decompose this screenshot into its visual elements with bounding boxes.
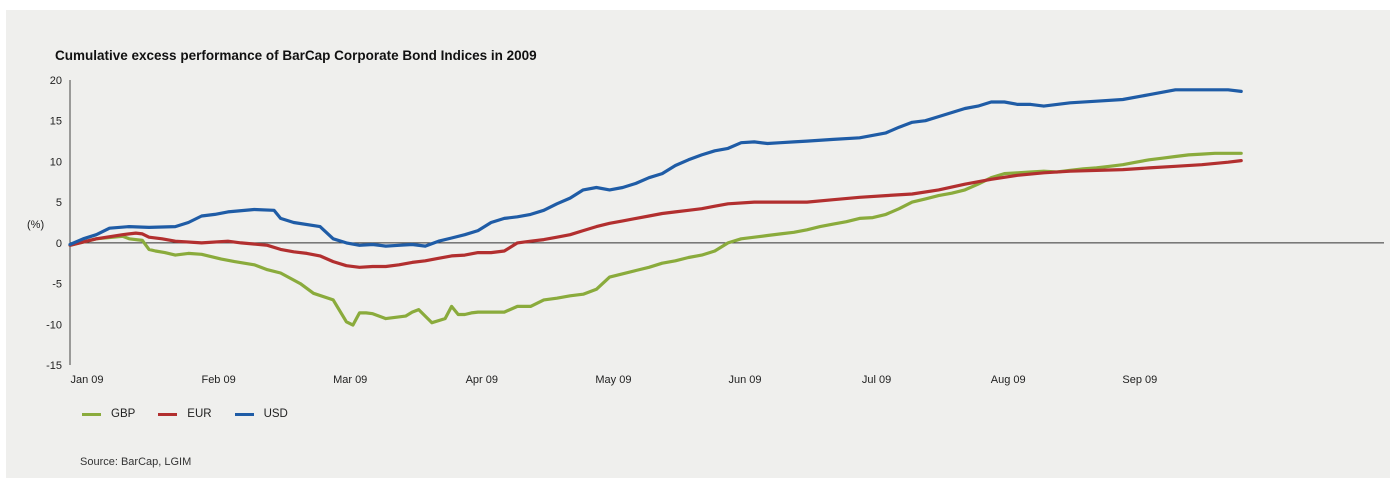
legend-item-gbp: GBP bbox=[82, 408, 135, 420]
legend-swatch-eur bbox=[158, 412, 178, 416]
y-tick-label: 0 bbox=[56, 238, 62, 250]
y-tick-label: 5 bbox=[56, 197, 62, 209]
legend: GBP EUR USD bbox=[82, 408, 311, 420]
x-tick-label: Mar 09 bbox=[333, 374, 367, 386]
x-tick-label: Feb 09 bbox=[201, 374, 235, 386]
y-axis-label: (%) bbox=[27, 219, 44, 231]
legend-item-eur: EUR bbox=[158, 408, 212, 420]
x-tick-label: Apr 09 bbox=[466, 374, 498, 386]
legend-label-gbp: GBP bbox=[111, 408, 136, 420]
legend-item-usd: USD bbox=[234, 408, 288, 420]
source-note: Source: BarCap, LGIM bbox=[80, 456, 192, 468]
y-tick-label: -15 bbox=[46, 360, 62, 372]
legend-swatch-gbp bbox=[82, 412, 101, 416]
x-tick-label: Sep 09 bbox=[1122, 374, 1157, 386]
legend-label-eur: EUR bbox=[187, 408, 212, 420]
x-tick-label: Jun 09 bbox=[728, 374, 761, 386]
chart-title: Cumulative excess performance of BarCap … bbox=[55, 48, 537, 63]
y-axis: 20 15 10 5 0 -5 -10 -15 (%) bbox=[27, 75, 71, 372]
series-line-gbp bbox=[68, 151, 1243, 327]
legend-label-usd: USD bbox=[263, 408, 288, 420]
x-tick-label: Jan 09 bbox=[70, 374, 103, 386]
x-tick-label: Jul 09 bbox=[862, 374, 891, 386]
y-tick-label: -10 bbox=[46, 319, 62, 331]
series-lines bbox=[68, 88, 1243, 327]
series-line-usd bbox=[68, 88, 1243, 248]
x-tick-label: Aug 09 bbox=[991, 374, 1026, 386]
y-tick-label: 15 bbox=[50, 116, 62, 128]
y-tick-label: 10 bbox=[50, 156, 62, 168]
legend-swatch-usd bbox=[234, 412, 254, 416]
y-tick-label: -5 bbox=[52, 279, 62, 291]
x-tick-label: May 09 bbox=[595, 374, 631, 386]
y-tick-label: 20 bbox=[50, 75, 62, 87]
chart-panel bbox=[6, 10, 1390, 478]
x-axis: Jan 09 Feb 09 Mar 09 Apr 09 May 09 Jun 09 Jul … bbox=[70, 242, 1384, 386]
series-line-eur bbox=[68, 159, 1243, 269]
